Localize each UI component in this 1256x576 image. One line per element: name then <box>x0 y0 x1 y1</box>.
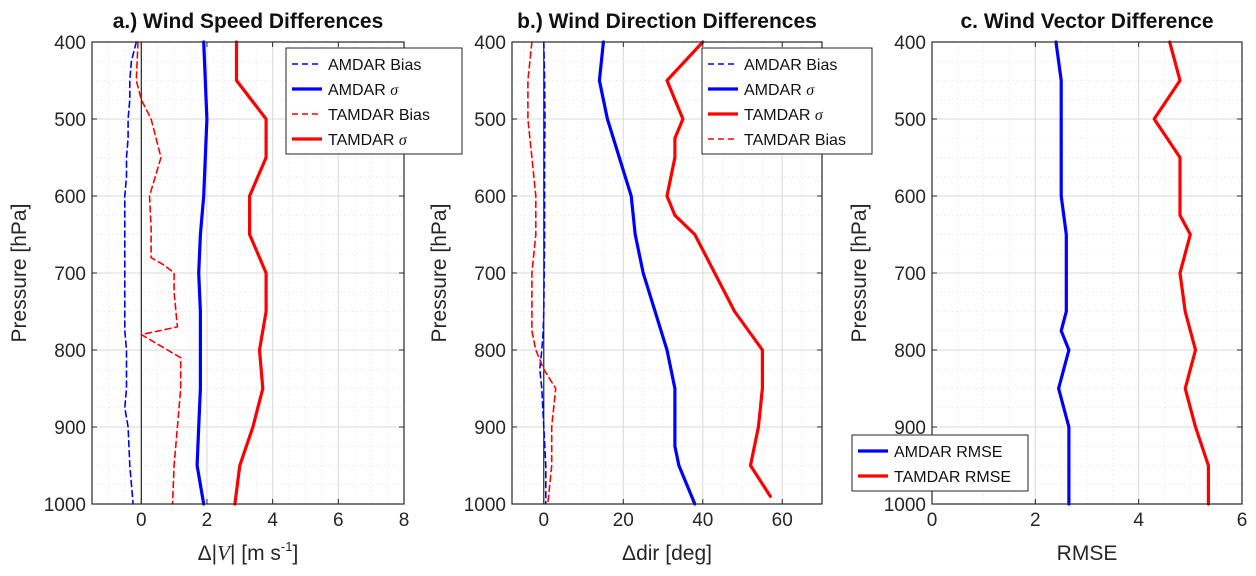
y-tick-label: 700 <box>54 264 86 285</box>
y-tick-label: 600 <box>54 187 86 208</box>
panel-title: c. Wind Vector Difference <box>960 10 1213 33</box>
series-line-tamdar- <box>233 40 268 506</box>
legend-box <box>285 47 463 155</box>
legend-label: TAMDAR σ <box>744 107 824 124</box>
x-tick-label: 6 <box>333 510 344 531</box>
panel-a-wind-speed: 0 2 4 6 8 400 500 600 700 800 900 1000 a.) Wind Spee… <box>8 10 463 565</box>
x-axis-label: RMSE <box>1057 542 1118 565</box>
y-axis-label: Pressure [hPa] <box>848 204 871 343</box>
x-tick-label: 0 <box>927 510 938 531</box>
panel-c-wind-vector: 0 2 4 6 400 500 600 700 800 900 1000 c. Wind Vector… <box>848 10 1247 565</box>
x-tick-label: 8 <box>399 510 410 531</box>
x-tick-label: 0 <box>539 510 550 531</box>
x-tick-label: 20 <box>613 510 634 531</box>
y-tick-label: 500 <box>54 110 86 131</box>
y-tick-label: 1000 <box>44 495 86 516</box>
series-line-amdar- <box>597 40 697 506</box>
y-tick-label: 400 <box>894 33 926 54</box>
y-axis-label: Pressure [hPa] <box>8 204 31 343</box>
y-axis-label: Pressure [hPa] <box>428 204 451 343</box>
x-axis-label: Δdir [deg] <box>622 542 712 565</box>
y-tick-label: 500 <box>474 110 506 131</box>
legend: AMDAR RMSE TAMDAR RMSE <box>851 434 1029 492</box>
legend-label: TAMDAR RMSE <box>894 469 1011 486</box>
y-tick-label: 1000 <box>884 495 926 516</box>
x-tick-label: 4 <box>1133 510 1144 531</box>
series-line-amdar- <box>195 40 209 506</box>
x-tick-label: 4 <box>267 510 278 531</box>
panel-title: b.) Wind Direction Differences <box>517 10 817 33</box>
legend-label: TAMDAR Bias <box>744 132 846 149</box>
y-tick-label: 600 <box>894 187 926 208</box>
x-tick-label: 0 <box>136 510 147 531</box>
y-tick-label: 800 <box>474 341 506 362</box>
y-tick-label: 700 <box>894 264 926 285</box>
y-tick-label: 900 <box>894 418 926 439</box>
legend-label: AMDAR Bias <box>744 57 837 74</box>
legend-label: TAMDAR σ <box>328 132 408 149</box>
panel-b-wind-direction: 0 20 40 60 400 500 600 700 800 900 1000 b.) Wind Di… <box>428 10 873 565</box>
legend-box <box>701 47 873 155</box>
x-tick-label: 40 <box>692 510 713 531</box>
legend-label: AMDAR σ <box>328 82 399 99</box>
y-tick-label: 700 <box>474 264 506 285</box>
legend-box <box>851 434 1029 492</box>
y-tick-label: 400 <box>54 33 86 54</box>
series-line-tamdar-bias <box>135 41 182 505</box>
y-tick-label: 800 <box>54 341 86 362</box>
legend-label: TAMDAR Bias <box>328 107 430 124</box>
series-line-tamdar-rmse <box>1152 40 1211 506</box>
series-line-tamdar- <box>665 40 772 498</box>
y-tick-label: 600 <box>474 187 506 208</box>
x-axis-label: Δ|V| [m s-1] <box>198 539 299 565</box>
y-tick-label: 400 <box>474 33 506 54</box>
series-line-amdar-bias <box>124 41 138 505</box>
x-tick-label: 2 <box>202 510 213 531</box>
y-tick-label: 500 <box>894 110 926 131</box>
panel-title: a.) Wind Speed Differences <box>113 10 384 33</box>
legend: AMDAR Bias AMDAR σ TAMDAR Bias TAMDAR σ <box>285 47 463 155</box>
x-tick-label: 6 <box>1237 510 1248 531</box>
legend-label: AMDAR σ <box>744 82 815 99</box>
series-line-tamdar-bias <box>527 41 557 505</box>
legend-label: AMDAR Bias <box>328 57 421 74</box>
y-tick-label: 800 <box>894 341 926 362</box>
legend-label: AMDAR RMSE <box>894 444 1002 461</box>
series-line-amdar-bias <box>538 41 547 505</box>
y-tick-label: 900 <box>54 418 86 439</box>
y-tick-label: 900 <box>474 418 506 439</box>
y-tick-label: 1000 <box>464 495 506 516</box>
x-tick-label: 2 <box>1030 510 1041 531</box>
legend: AMDAR Bias AMDAR σ TAMDAR σ TAMDAR Bias <box>701 47 873 155</box>
x-tick-label: 60 <box>772 510 793 531</box>
series-line-amdar-rmse <box>1054 40 1071 506</box>
